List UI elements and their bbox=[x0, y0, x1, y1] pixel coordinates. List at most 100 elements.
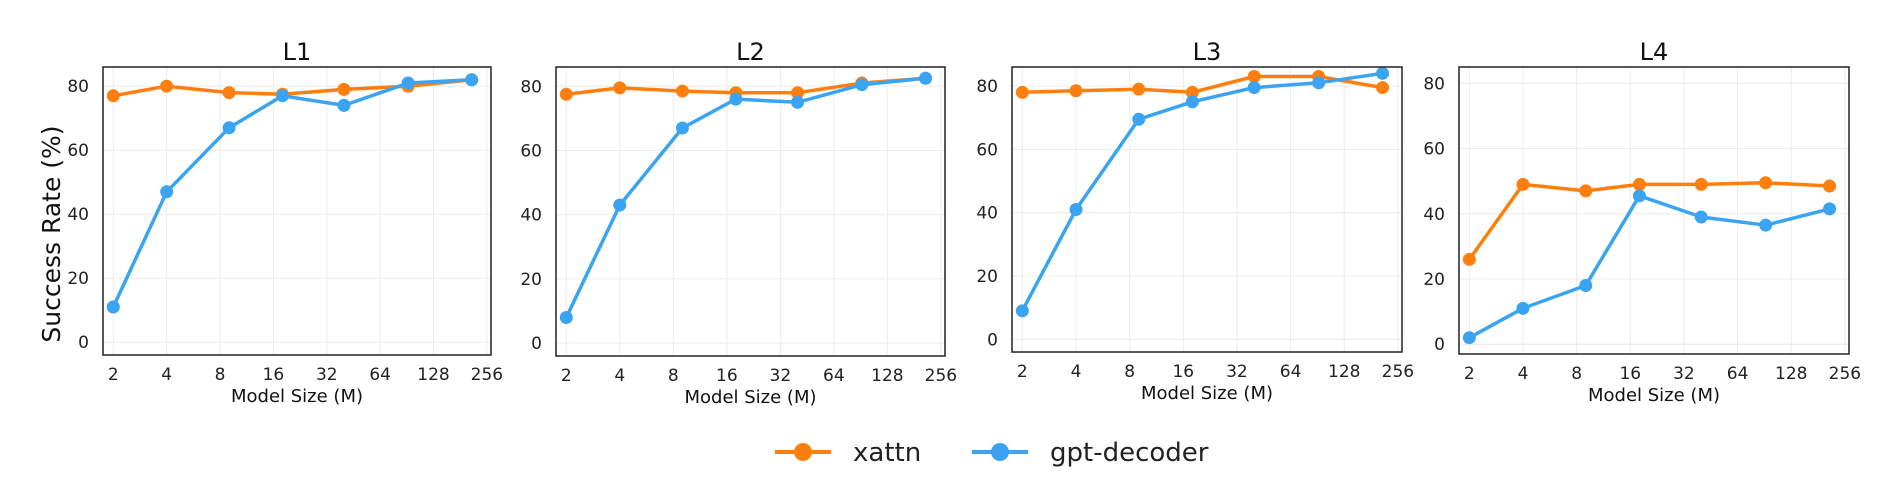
data-point-xattn bbox=[1632, 177, 1646, 191]
data-point-xattn bbox=[791, 86, 805, 100]
data-point-gpt-decoder bbox=[855, 78, 869, 92]
x-tick-label: 4 bbox=[161, 365, 172, 385]
x-tick-label: 32 bbox=[1673, 364, 1695, 384]
x-tick-label: 4 bbox=[1071, 362, 1082, 382]
x-tick-label: 4 bbox=[614, 366, 625, 386]
x-tick-label: 2 bbox=[1464, 364, 1475, 384]
y-tick-label: 60 bbox=[1423, 140, 1445, 160]
data-point-xattn bbox=[613, 81, 627, 95]
legend: xattn gpt-decoder bbox=[775, 438, 1209, 468]
x-axis-label: Model Size (M) bbox=[1141, 383, 1273, 404]
y-tick-label: 0 bbox=[78, 333, 89, 353]
x-tick-label: 64 bbox=[823, 366, 845, 386]
data-point-gpt-decoder bbox=[919, 71, 933, 85]
data-point-gpt-decoder bbox=[1132, 112, 1146, 126]
y-tick-label: 40 bbox=[976, 204, 998, 224]
x-tick-label: 256 bbox=[1829, 364, 1861, 384]
data-point-gpt-decoder bbox=[401, 76, 415, 90]
chart-panel-l1: 2 4 8 16 32 64 128 256 0 20 40 60 80 L1 Model Size (M) bbox=[67, 38, 503, 407]
x-tick-label: 8 bbox=[215, 365, 226, 385]
data-point-gpt-decoder bbox=[1376, 66, 1390, 80]
data-point-gpt-decoder bbox=[106, 300, 120, 314]
legend-item-xattn: xattn bbox=[775, 438, 921, 468]
x-tick-label: 2 bbox=[1017, 362, 1028, 382]
chart-panel-l3: 2 4 8 16 32 64 128 256 0 20 40 60 80 L3 Model Size (M) bbox=[976, 38, 1414, 404]
plot-frame bbox=[1011, 66, 1403, 353]
y-tick-label: 80 bbox=[976, 77, 998, 97]
chart-title: L4 bbox=[1640, 38, 1669, 66]
y-tick-label: 20 bbox=[520, 270, 542, 290]
x-tick-label: 64 bbox=[369, 365, 391, 385]
x-tick-label: 4 bbox=[1518, 364, 1529, 384]
y-tick-label: 0 bbox=[987, 330, 998, 350]
data-point-gpt-decoder bbox=[1247, 81, 1261, 95]
y-tick-label: 60 bbox=[976, 140, 998, 160]
legend-label: xattn bbox=[853, 438, 921, 468]
y-tick-label: 80 bbox=[1423, 74, 1445, 94]
data-point-xattn bbox=[1185, 85, 1199, 99]
data-point-xattn bbox=[222, 86, 236, 100]
x-tick-label: 2 bbox=[561, 366, 572, 386]
x-tick-label: 32 bbox=[1226, 362, 1248, 382]
data-point-xattn bbox=[1015, 85, 1029, 99]
x-tick-label: 256 bbox=[1382, 362, 1414, 382]
x-tick-label: 32 bbox=[316, 365, 338, 385]
x-tick-label: 128 bbox=[1328, 362, 1360, 382]
data-point-gpt-decoder bbox=[1185, 95, 1199, 109]
x-tick-label: 8 bbox=[668, 366, 679, 386]
data-point-gpt-decoder bbox=[275, 89, 289, 103]
y-tick-label: 20 bbox=[67, 269, 89, 289]
data-point-xattn bbox=[106, 89, 120, 103]
data-point-xattn bbox=[1579, 184, 1593, 198]
data-point-xattn bbox=[559, 87, 573, 101]
data-point-xattn bbox=[337, 82, 351, 96]
x-axis-label: Model Size (M) bbox=[231, 386, 363, 407]
data-point-gpt-decoder bbox=[675, 121, 689, 135]
x-tick-label: 128 bbox=[871, 366, 903, 386]
x-tick-label: 16 bbox=[263, 365, 285, 385]
data-point-gpt-decoder bbox=[160, 185, 174, 199]
x-tick-label: 16 bbox=[1619, 364, 1641, 384]
data-point-xattn bbox=[1694, 177, 1708, 191]
chart-title: L1 bbox=[283, 38, 312, 66]
data-point-xattn bbox=[1516, 177, 1530, 191]
y-tick-label: 20 bbox=[976, 267, 998, 287]
data-point-gpt-decoder bbox=[1312, 76, 1326, 90]
y-tick-label: 60 bbox=[67, 141, 89, 161]
x-tick-label: 8 bbox=[1571, 364, 1582, 384]
data-point-gpt-decoder bbox=[1516, 301, 1530, 315]
data-point-xattn bbox=[1069, 84, 1083, 98]
x-tick-label: 2 bbox=[108, 365, 119, 385]
chart-title: L2 bbox=[736, 38, 765, 66]
x-tick-label: 64 bbox=[1280, 362, 1302, 382]
y-tick-label: 0 bbox=[531, 334, 542, 354]
x-tick-label: 256 bbox=[925, 366, 957, 386]
x-tick-label: 16 bbox=[1172, 362, 1194, 382]
data-point-xattn bbox=[1759, 176, 1773, 190]
plot-frame bbox=[555, 66, 946, 357]
x-tick-label: 8 bbox=[1124, 362, 1135, 382]
data-point-xattn bbox=[1823, 179, 1837, 193]
data-point-gpt-decoder bbox=[1579, 279, 1593, 293]
x-tick-label: 16 bbox=[716, 366, 738, 386]
y-tick-label: 0 bbox=[1434, 335, 1445, 355]
data-point-gpt-decoder bbox=[465, 73, 479, 87]
y-tick-label: 40 bbox=[1423, 205, 1445, 225]
plot-frame bbox=[1458, 66, 1850, 355]
data-point-xattn bbox=[1247, 70, 1261, 83]
data-point-gpt-decoder bbox=[1462, 331, 1476, 345]
chart-title: L3 bbox=[1193, 38, 1222, 66]
chart-panel-l2: 2 4 8 16 32 64 128 256 0 20 40 60 80 L2 Model Size (M) bbox=[520, 38, 957, 408]
legend-swatch-marker bbox=[794, 443, 812, 461]
y-tick-label: 80 bbox=[520, 77, 542, 97]
data-point-gpt-decoder bbox=[729, 92, 743, 106]
data-point-gpt-decoder bbox=[1632, 189, 1646, 203]
legend-label: gpt-decoder bbox=[1050, 438, 1209, 468]
data-point-gpt-decoder bbox=[613, 198, 627, 212]
data-point-gpt-decoder bbox=[1069, 203, 1083, 216]
data-point-xattn bbox=[160, 79, 174, 93]
data-point-xattn bbox=[675, 84, 689, 98]
data-point-gpt-decoder bbox=[1015, 304, 1029, 318]
